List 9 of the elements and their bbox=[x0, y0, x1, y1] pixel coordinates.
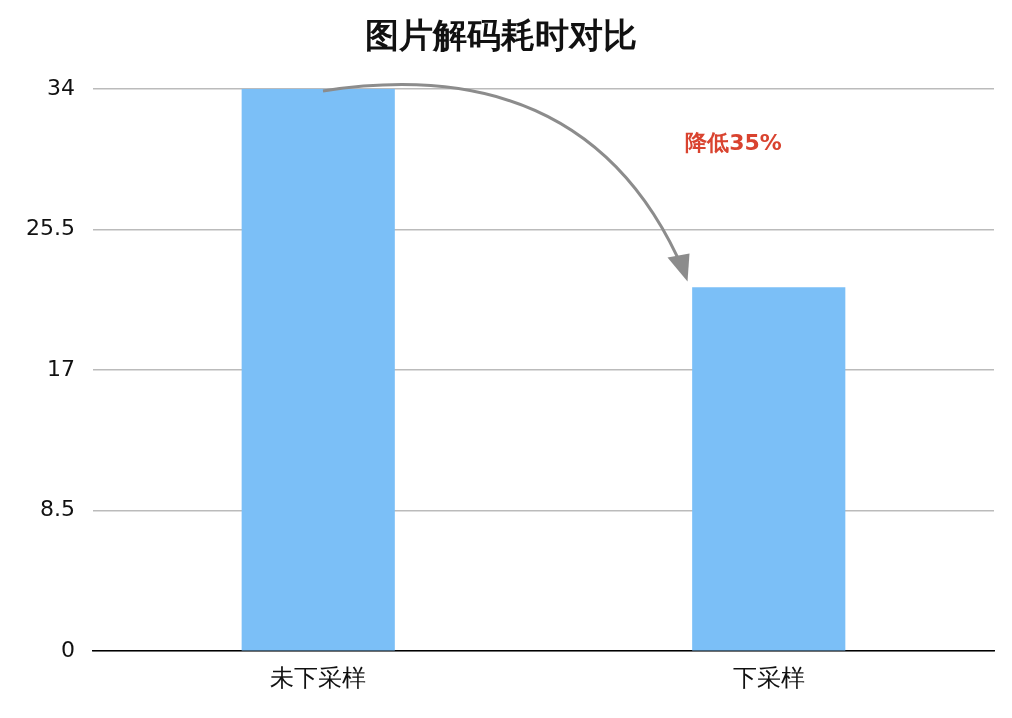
x-tick-label: 未下采样 bbox=[270, 663, 367, 692]
y-tick-label: 34 bbox=[46, 74, 75, 100]
x-tick-label: 下采样 bbox=[732, 663, 805, 692]
y-tick-label: 0 bbox=[60, 636, 75, 662]
y-tick-label: 25.5 bbox=[26, 215, 75, 241]
y-tick-label: 8.5 bbox=[39, 496, 75, 522]
annotation: 降低35% bbox=[685, 129, 782, 155]
y-tick-label: 17 bbox=[46, 355, 75, 381]
chart-title: 图片解码耗时对比 bbox=[365, 15, 637, 56]
